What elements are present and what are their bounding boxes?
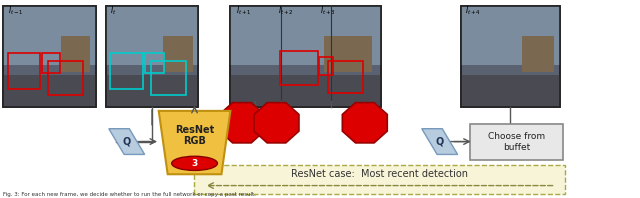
FancyBboxPatch shape xyxy=(230,75,381,107)
FancyBboxPatch shape xyxy=(3,6,96,65)
FancyBboxPatch shape xyxy=(163,36,193,71)
Circle shape xyxy=(172,156,218,170)
FancyBboxPatch shape xyxy=(3,75,96,107)
FancyBboxPatch shape xyxy=(470,124,563,160)
Bar xyxy=(48,61,83,95)
Text: Q: Q xyxy=(123,137,131,147)
Text: Fig. 3: For each new frame, we decide whether to run the full network or copy a : Fig. 3: For each new frame, we decide wh… xyxy=(3,192,256,197)
Text: $I_{t+3}$: $I_{t+3}$ xyxy=(320,5,336,17)
Polygon shape xyxy=(422,129,458,154)
FancyBboxPatch shape xyxy=(3,6,96,107)
FancyBboxPatch shape xyxy=(461,6,560,65)
FancyBboxPatch shape xyxy=(106,6,198,65)
Bar xyxy=(328,61,363,93)
Text: $I_{t+2}$: $I_{t+2}$ xyxy=(278,5,294,17)
Polygon shape xyxy=(342,103,387,143)
Text: $I_t$: $I_t$ xyxy=(110,5,116,17)
FancyBboxPatch shape xyxy=(461,6,560,107)
FancyBboxPatch shape xyxy=(61,36,90,71)
Bar xyxy=(110,53,143,89)
FancyBboxPatch shape xyxy=(106,75,198,107)
Polygon shape xyxy=(220,103,264,143)
Bar xyxy=(280,51,318,85)
FancyBboxPatch shape xyxy=(461,75,560,107)
Bar xyxy=(151,61,186,95)
Polygon shape xyxy=(254,103,299,143)
FancyBboxPatch shape xyxy=(230,6,381,107)
Bar xyxy=(8,53,40,89)
FancyBboxPatch shape xyxy=(106,6,198,107)
Text: Q: Q xyxy=(436,137,444,147)
Bar xyxy=(319,57,333,75)
Text: $I_{t+1}$: $I_{t+1}$ xyxy=(236,5,252,17)
Bar xyxy=(42,53,60,73)
Text: $I_{t-1}$: $I_{t-1}$ xyxy=(8,5,24,17)
FancyBboxPatch shape xyxy=(522,36,554,71)
Text: ResNet
RGB: ResNet RGB xyxy=(175,125,214,147)
FancyBboxPatch shape xyxy=(194,165,565,194)
Text: $I_{t+4}$: $I_{t+4}$ xyxy=(465,5,481,17)
Text: 3: 3 xyxy=(191,159,198,168)
FancyBboxPatch shape xyxy=(324,36,372,71)
Polygon shape xyxy=(159,111,230,174)
Text: Choose from
buffet: Choose from buffet xyxy=(488,132,545,152)
FancyBboxPatch shape xyxy=(230,6,381,65)
Text: ResNet case:  Most recent detection: ResNet case: Most recent detection xyxy=(291,169,468,179)
Polygon shape xyxy=(109,129,145,154)
Bar xyxy=(145,53,164,73)
